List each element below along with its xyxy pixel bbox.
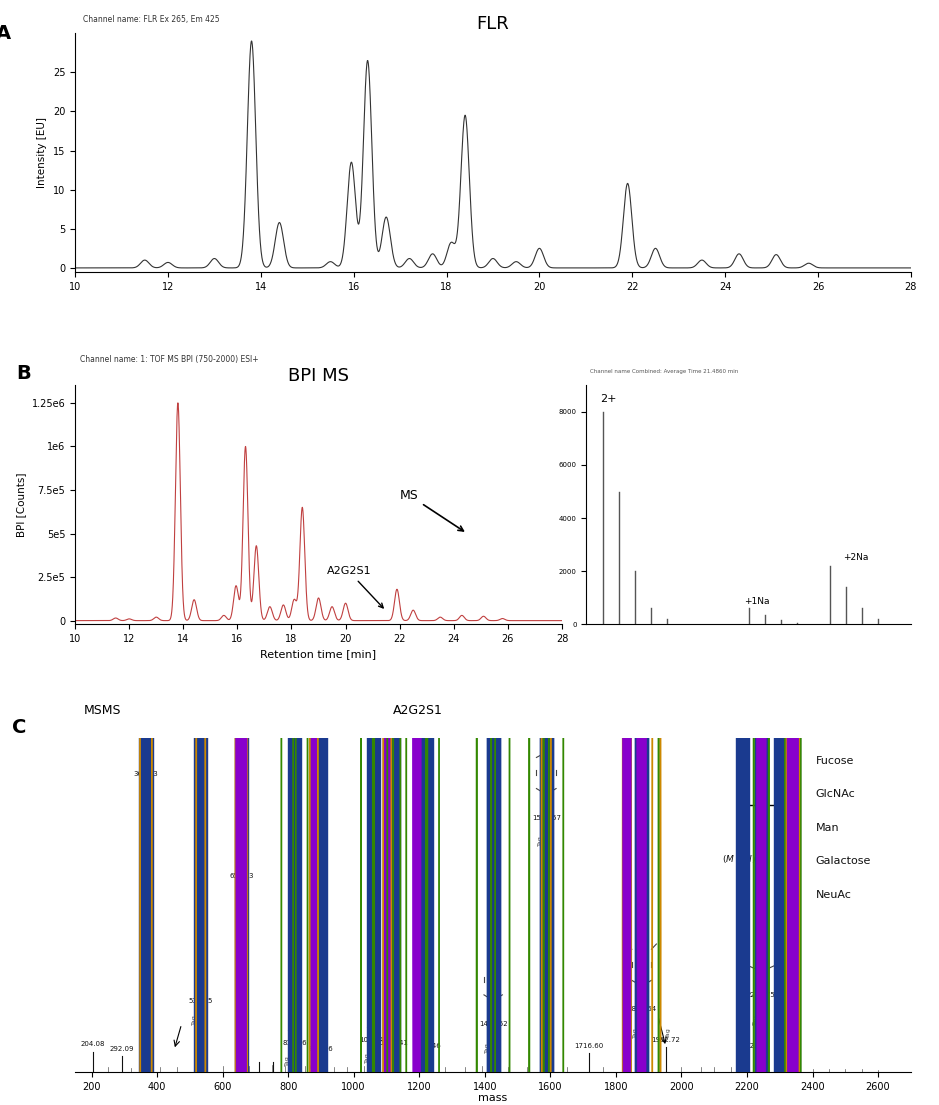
Text: 1122.41: 1122.41 [379, 1040, 408, 1045]
Text: NeuAc: NeuAc [816, 890, 852, 899]
Text: Tag: Tag [666, 1028, 671, 1038]
Text: Tag: Tag [538, 835, 543, 846]
Text: Channel name Combined: Average Time 21.4860 min: Channel name Combined: Average Time 21.4… [590, 369, 738, 375]
Text: 366.13: 366.13 [133, 771, 159, 777]
Text: GlcNAc: GlcNAc [816, 789, 855, 799]
Text: B: B [17, 364, 31, 383]
Text: Fucose: Fucose [816, 756, 854, 766]
Text: Tag: Tag [418, 1057, 423, 1067]
Polygon shape [232, 0, 251, 1105]
Title: BPI MS: BPI MS [288, 368, 349, 386]
Text: Galactose: Galactose [816, 856, 871, 866]
Text: Tag: Tag [311, 1057, 316, 1069]
Text: +1Na: +1Na [744, 597, 769, 606]
Text: 1222.46: 1222.46 [412, 1043, 441, 1049]
Text: Tag: Tag [365, 1052, 370, 1063]
Y-axis label: BPI [Counts]: BPI [Counts] [16, 473, 26, 537]
Bar [367, 0, 380, 1105]
Y-axis label: Intensity [EU]: Intensity [EU] [38, 117, 47, 188]
Bar [139, 0, 152, 1105]
Bar [235, 0, 248, 1105]
Bar [420, 0, 433, 1105]
X-axis label: Retention time [min]: Retention time [min] [260, 650, 377, 660]
Polygon shape [634, 0, 650, 1105]
Text: 204.08: 204.08 [81, 1041, 105, 1048]
Bar [540, 0, 553, 1105]
Bar [736, 0, 748, 1105]
Text: 2+: 2+ [600, 394, 616, 404]
Polygon shape [620, 0, 634, 1105]
Text: 533.25: 533.25 [189, 998, 213, 1003]
Text: MSMS: MSMS [84, 704, 121, 717]
Text: 2225.74: 2225.74 [741, 1043, 770, 1049]
Text: A2G2S1: A2G2S1 [327, 567, 383, 608]
Text: 898.36: 898.36 [308, 1045, 332, 1052]
Text: 292.09: 292.09 [110, 1045, 134, 1052]
Bar [288, 0, 301, 1105]
Text: 1716.60: 1716.60 [574, 1043, 603, 1049]
Bar [755, 0, 768, 1105]
Text: Tag: Tag [753, 1014, 758, 1025]
Text: 1060.42: 1060.42 [359, 1036, 388, 1043]
Bar [774, 0, 787, 1105]
Text: Channel name: 1: TOF MS BPI (750-2000) ESI+: Channel name: 1: TOF MS BPI (750-2000) E… [80, 355, 258, 364]
Text: A2G2S1: A2G2S1 [393, 704, 442, 717]
Text: A: A [0, 23, 11, 43]
Text: Tag: Tag [285, 1055, 290, 1066]
Bar [785, 0, 800, 1105]
Text: Man: Man [816, 823, 839, 833]
Text: Tag: Tag [633, 1028, 639, 1038]
Polygon shape [381, 0, 393, 1105]
Bar [486, 0, 500, 1105]
Title: FLR: FLR [477, 15, 509, 33]
Text: 1878.64: 1878.64 [627, 1007, 656, 1012]
Bar [635, 0, 648, 1105]
Text: C: C [12, 717, 27, 737]
Polygon shape [783, 0, 802, 1105]
Bar [755, 0, 768, 1105]
Bar [635, 0, 648, 1105]
Polygon shape [308, 0, 320, 1105]
Polygon shape [787, 0, 799, 1105]
Bar [486, 0, 500, 1105]
Text: 657.23: 657.23 [229, 873, 254, 878]
Text: Tag: Tag [192, 1014, 196, 1025]
Text: 2243.75: 2243.75 [747, 992, 776, 998]
Text: 1952.72: 1952.72 [652, 1036, 681, 1043]
Text: MS: MS [400, 488, 464, 532]
Text: Channel name: FLR Ex 265, Em 425: Channel name: FLR Ex 265, Em 425 [84, 14, 220, 23]
Text: Tag: Tag [485, 1042, 489, 1052]
Text: +2Na: +2Na [843, 552, 869, 561]
Bar [194, 0, 208, 1105]
Text: 1425.52: 1425.52 [479, 1021, 507, 1027]
Bar [387, 0, 400, 1105]
Polygon shape [410, 0, 423, 1105]
Bar [314, 0, 327, 1105]
Text: $(M +H)^+$: $(M +H)^+$ [722, 853, 762, 865]
X-axis label: mass: mass [478, 1093, 508, 1103]
Bar [540, 0, 553, 1105]
Text: 819.26: 819.26 [282, 1040, 307, 1045]
Polygon shape [753, 0, 769, 1105]
Text: 1587.57: 1587.57 [531, 814, 561, 821]
Text: Tag: Tag [385, 1055, 391, 1066]
